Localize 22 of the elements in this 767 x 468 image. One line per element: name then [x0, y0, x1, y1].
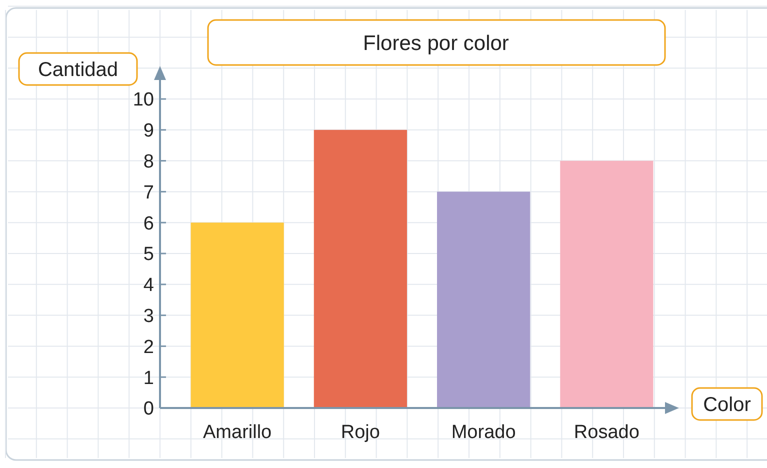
bar — [314, 130, 407, 408]
y-tick-label: 2 — [143, 336, 154, 358]
y-tick-label: 8 — [143, 151, 154, 172]
y-tick-label: 9 — [143, 120, 154, 142]
y-tick-label: 1 — [143, 368, 154, 389]
x-tick-label: Rosado — [574, 422, 640, 443]
y-axis-title: Cantidad — [38, 59, 118, 81]
y-tick-label: 0 — [143, 398, 154, 420]
chart-title: Flores por color — [363, 32, 509, 55]
y-tick-label: 10 — [132, 90, 154, 111]
x-axis-title: Color — [703, 394, 752, 416]
x-tick-label: Morado — [451, 422, 516, 443]
x-tick-label: Rojo — [340, 422, 380, 443]
bar — [190, 222, 284, 408]
y-tick-label: 4 — [143, 275, 154, 296]
y-tick-label: 7 — [143, 182, 154, 204]
bar — [560, 160, 654, 408]
bar — [437, 192, 530, 408]
x-tick-label: Amarillo — [203, 422, 272, 443]
y-tick-label: 3 — [143, 306, 154, 327]
y-tick-label: 5 — [143, 244, 154, 266]
y-tick-label: 6 — [143, 213, 154, 234]
